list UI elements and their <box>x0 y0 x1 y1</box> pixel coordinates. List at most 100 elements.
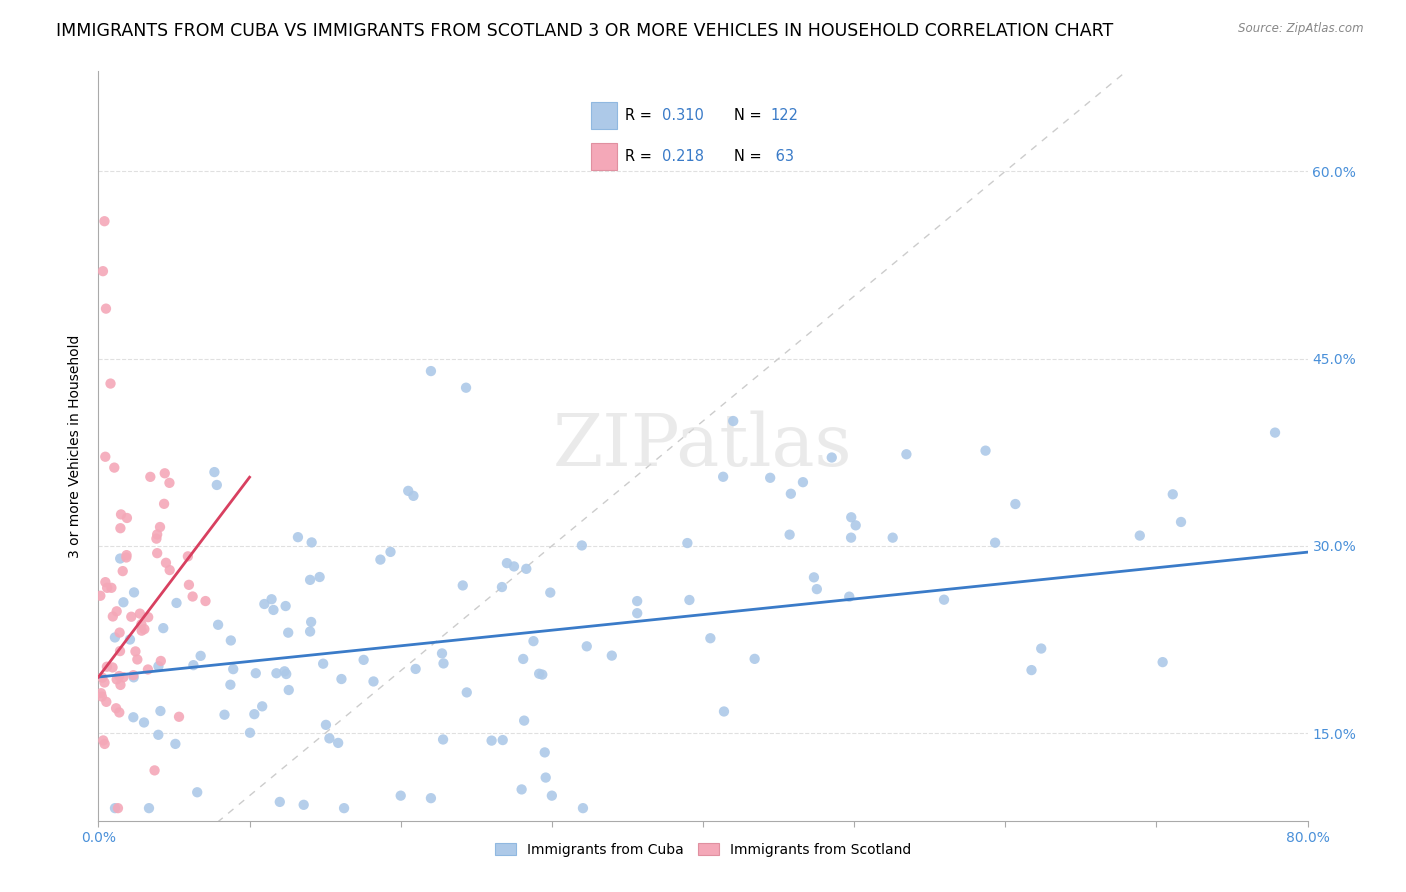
Point <box>90 686 112 700</box>
Point <box>308 570 330 584</box>
Point <box>277 625 299 640</box>
Point <box>330 672 353 686</box>
Point <box>711 470 734 484</box>
Point <box>110 521 132 535</box>
Point <box>222 662 245 676</box>
Point <box>131 617 153 632</box>
Point <box>122 670 145 684</box>
Point <box>333 801 356 815</box>
Point <box>370 552 392 566</box>
Point <box>1031 641 1053 656</box>
Point <box>363 674 385 689</box>
Text: R =: R = <box>626 149 657 164</box>
Point <box>451 578 474 592</box>
Point <box>533 746 555 760</box>
Point <box>353 653 375 667</box>
Point <box>299 573 322 587</box>
Point <box>131 624 153 638</box>
Point <box>779 527 801 541</box>
Point <box>101 609 124 624</box>
Point <box>402 489 425 503</box>
Point <box>105 701 128 715</box>
Point <box>713 705 735 719</box>
Point <box>626 606 648 620</box>
Point <box>177 578 200 592</box>
Point <box>152 621 174 635</box>
Point <box>1129 528 1152 542</box>
Point <box>104 631 127 645</box>
Point <box>91 671 114 685</box>
FancyBboxPatch shape <box>592 103 617 129</box>
Point <box>974 443 997 458</box>
Point <box>138 801 160 815</box>
Point <box>273 665 295 679</box>
Text: N =: N = <box>734 108 766 123</box>
Point <box>146 527 169 541</box>
Point <box>93 737 115 751</box>
Point <box>100 581 122 595</box>
Point <box>676 536 699 550</box>
Point <box>277 683 299 698</box>
Point <box>167 710 190 724</box>
Point <box>315 718 337 732</box>
Point <box>262 603 284 617</box>
Point <box>882 531 904 545</box>
Point <box>108 551 131 566</box>
Point <box>103 460 125 475</box>
Point <box>571 538 593 552</box>
Point <box>245 666 267 681</box>
Point <box>515 562 537 576</box>
Point <box>839 510 862 524</box>
Point <box>432 732 454 747</box>
Point <box>124 644 146 658</box>
Point <box>115 511 138 525</box>
Point <box>531 667 554 681</box>
Point <box>159 563 181 577</box>
Point <box>107 801 129 815</box>
Point <box>219 678 242 692</box>
Point <box>806 582 828 596</box>
Point <box>243 707 266 722</box>
Point <box>503 559 526 574</box>
Point <box>534 771 557 785</box>
Point <box>136 610 159 624</box>
Point <box>89 589 111 603</box>
Point <box>91 733 114 747</box>
Point <box>122 710 145 724</box>
Point <box>96 659 118 673</box>
Text: 122: 122 <box>770 108 799 123</box>
Point <box>678 593 700 607</box>
Point <box>538 585 561 599</box>
Point <box>522 634 544 648</box>
Point <box>214 707 236 722</box>
Point <box>108 625 131 640</box>
Point <box>420 364 443 378</box>
Point <box>108 669 131 683</box>
Point <box>155 556 177 570</box>
Point <box>456 685 478 699</box>
Point <box>153 497 176 511</box>
Point <box>396 483 419 498</box>
Point <box>127 652 149 666</box>
Point <box>572 801 595 815</box>
Point <box>153 467 176 481</box>
Point <box>299 624 322 639</box>
Point <box>803 570 825 584</box>
Point <box>250 699 273 714</box>
Point <box>110 678 132 692</box>
Point <box>512 652 534 666</box>
Point <box>1004 497 1026 511</box>
Point <box>93 214 115 228</box>
Point <box>932 592 955 607</box>
Point <box>93 675 115 690</box>
Point <box>540 789 562 803</box>
Point <box>166 596 188 610</box>
Text: N =: N = <box>734 149 766 164</box>
Point <box>260 592 283 607</box>
Point <box>194 594 217 608</box>
Point <box>405 662 427 676</box>
Point <box>219 633 242 648</box>
Point <box>149 654 172 668</box>
Point <box>94 575 117 590</box>
Point <box>626 594 648 608</box>
